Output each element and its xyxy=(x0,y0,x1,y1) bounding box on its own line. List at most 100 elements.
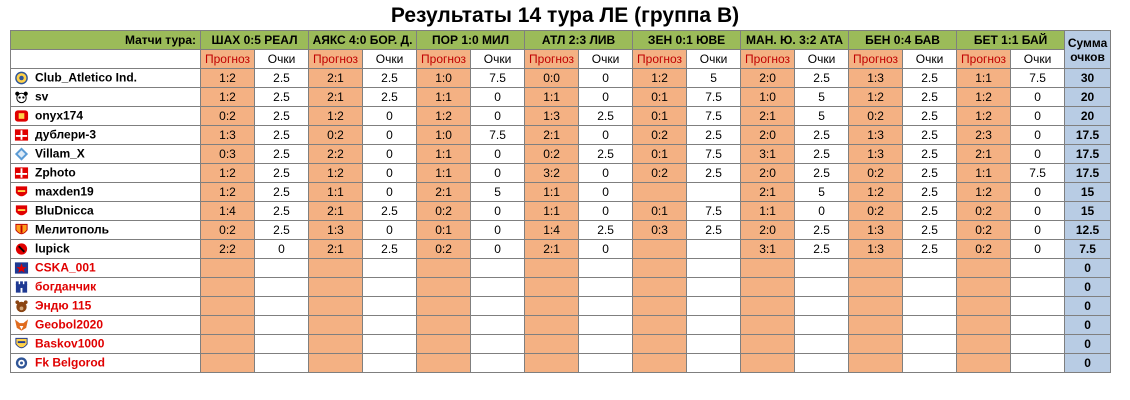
forecast-cell: 0:2 xyxy=(524,144,580,164)
total-points-cell: 0 xyxy=(1064,277,1112,297)
points-cell xyxy=(253,315,310,335)
points-cell xyxy=(686,258,742,278)
forecast-cell xyxy=(524,258,580,278)
forecast-cell xyxy=(200,277,255,297)
match-header: БЕТ 1:1 БАЙ xyxy=(956,30,1066,50)
forecast-cell xyxy=(200,353,255,373)
participant-name: Zphoto xyxy=(35,165,76,180)
forecast-cell xyxy=(416,334,472,354)
forecast-cell xyxy=(956,353,1012,373)
participant-row: lupick 2:2 0 2:1 2.5 0:2 0 2:1 0 3:1 2.5 1:3 2.5 0:2 0… xyxy=(10,239,1112,259)
match-header: АЯКС 4:0 БОР. Д. xyxy=(308,30,418,50)
total-points-cell: 20 xyxy=(1064,87,1112,107)
page-title: Результаты 14 тура ЛЕ (группа В) xyxy=(390,4,740,27)
points-cell xyxy=(686,315,742,335)
forecast-cell xyxy=(740,258,796,278)
points-cell: 2.5 xyxy=(794,239,850,259)
forecast-cell xyxy=(524,315,580,335)
points-cell: 2.5 xyxy=(686,220,742,240)
forecast-cell xyxy=(200,296,255,316)
points-cell xyxy=(470,277,526,297)
panda-icon xyxy=(14,90,29,104)
participant-row: Club_Atletico Ind. 1:2 2.5 2:1 2.5 1:0 7.5 0:0 0… xyxy=(10,68,1112,88)
points-cell xyxy=(1010,277,1066,297)
forecast-cell xyxy=(848,277,904,297)
points-cell xyxy=(794,334,850,354)
points-cell xyxy=(470,334,526,354)
forecast-cell xyxy=(308,258,364,278)
forecast-cell: 1:2 xyxy=(200,68,255,88)
forecast-cell: 1:2 xyxy=(308,163,364,183)
points-cell xyxy=(362,334,418,354)
forecast-cell: 2:1 xyxy=(308,239,364,259)
points-cell xyxy=(794,315,850,335)
forecast-cell: 0:1 xyxy=(632,87,688,107)
forecast-cell xyxy=(416,258,472,278)
forecast-cell xyxy=(632,277,688,297)
participant-name-cell: Мелитополь xyxy=(10,220,201,240)
forecast-cell: 1:0 xyxy=(740,87,796,107)
points-cell xyxy=(362,258,418,278)
forecast-cell: 0:2 xyxy=(200,106,255,126)
forecast-subheader: Прогноз xyxy=(956,49,1012,69)
points-cell: 2.5 xyxy=(253,144,310,164)
forecast-cell: 0:1 xyxy=(416,220,472,240)
forecast-cell: 1:4 xyxy=(200,201,255,221)
forecast-cell: 1:2 xyxy=(956,87,1012,107)
points-cell: 2.5 xyxy=(794,144,850,164)
forecast-cell: 1:3 xyxy=(848,125,904,145)
header-row-matches: Матчи тура: ШАХ 0:5 РЕАЛ АЯКС 4:0 БОР. Д.… xyxy=(10,30,1112,69)
total-points-cell: 20 xyxy=(1064,106,1112,126)
forecast-cell: 0:1 xyxy=(632,106,688,126)
sum-header: Сумма очков xyxy=(1064,30,1112,69)
forecast-cell: 1:2 xyxy=(200,87,255,107)
points-cell: 0 xyxy=(470,239,526,259)
points-cell xyxy=(253,258,310,278)
participant-name: lupick xyxy=(35,241,70,256)
total-points-cell: 15 xyxy=(1064,201,1112,221)
points-subheader: Очки xyxy=(362,49,418,69)
forecast-cell: 1:3 xyxy=(308,220,364,240)
participant-row: Fk Belgorod 0 xyxy=(10,353,1112,373)
forecast-cell xyxy=(308,277,364,297)
forecast-cell: 2:1 xyxy=(308,201,364,221)
participant-row: Zphoto 1:2 2.5 1:2 0 1:1 0 3:2 0 0:2 2.5 2:0 2.5 0:2 2… xyxy=(10,163,1112,183)
match-header: ЗЕН 0:1 ЮВЕ xyxy=(632,30,742,50)
forecast-cell: 1:1 xyxy=(416,144,472,164)
cannon-crest-icon xyxy=(14,185,29,199)
points-cell: 0 xyxy=(1010,239,1066,259)
participant-name: дублери-3 xyxy=(35,127,97,142)
points-cell: 2.5 xyxy=(578,220,634,240)
participant-name-cell: Villam_X xyxy=(10,144,201,164)
match-header: АТЛ 2:3 ЛИВ xyxy=(524,30,634,50)
points-cell: 0 xyxy=(794,201,850,221)
forecast-cell: 2:1 xyxy=(308,87,364,107)
points-cell xyxy=(253,353,310,373)
participant-row: Эндю 115 0 xyxy=(10,296,1112,316)
points-cell xyxy=(902,353,958,373)
points-cell xyxy=(794,277,850,297)
forecast-cell: 2:0 xyxy=(740,220,796,240)
forecast-cell: 1:0 xyxy=(416,68,472,88)
forecast-cell: 1:1 xyxy=(956,163,1012,183)
points-cell xyxy=(578,353,634,373)
participant-row: Geobol2020 0 xyxy=(10,315,1112,335)
points-cell xyxy=(470,353,526,373)
points-cell: 0 xyxy=(578,201,634,221)
forecast-cell xyxy=(740,315,796,335)
participant-name-cell: Club_Atletico Ind. xyxy=(10,68,201,88)
fox-icon xyxy=(14,318,29,332)
points-cell xyxy=(253,277,310,297)
total-points-cell: 17.5 xyxy=(1064,125,1112,145)
participant-name-cell: Baskov1000 xyxy=(10,334,201,354)
points-cell xyxy=(470,258,526,278)
points-cell xyxy=(794,353,850,373)
forecast-cell: 0:2 xyxy=(416,201,472,221)
points-cell xyxy=(1010,296,1066,316)
total-points-cell: 0 xyxy=(1064,315,1112,335)
points-cell: 2.5 xyxy=(902,239,958,259)
total-points-cell: 30 xyxy=(1064,68,1112,88)
forecast-cell: 2:1 xyxy=(308,68,364,88)
points-cell xyxy=(686,277,742,297)
forecast-cell xyxy=(200,258,255,278)
